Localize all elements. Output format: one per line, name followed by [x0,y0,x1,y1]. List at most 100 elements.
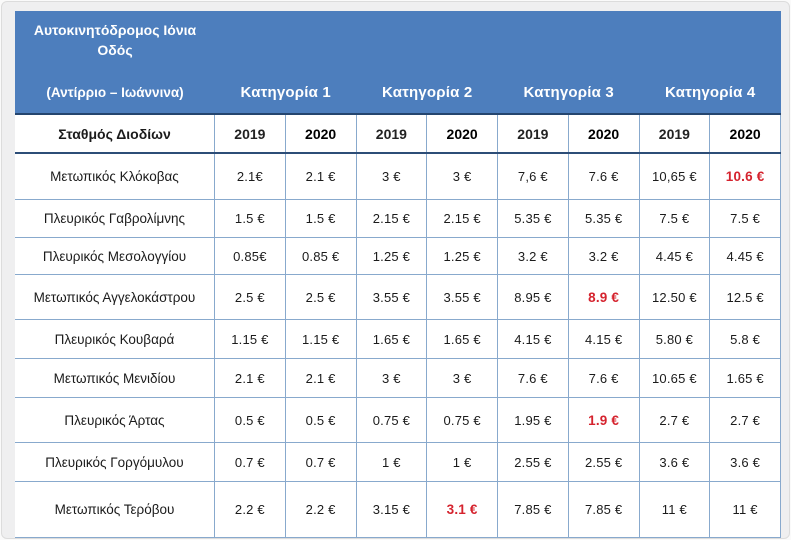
toll-value-cell: 3.55 € [427,275,498,319]
category-3-header: Κατηγορία 3 [523,84,614,101]
toll-value-cell: 10.65 € [640,359,711,397]
toll-value-cell: 1.25 € [427,238,498,274]
toll-value-cell: 0.5 € [215,398,286,442]
toll-value-cell: 3 € [357,359,428,397]
toll-value-cell: 2.7 € [710,398,781,442]
toll-value-cell: 3.2 € [498,238,569,274]
year-header: 2020 [427,115,498,152]
station-name-cell: Μετωπικός Μενιδίου [15,359,215,397]
toll-value-cell-highlighted: 1.9 € [569,398,640,442]
toll-value-cell: 3.2 € [569,238,640,274]
year-header: 2020 [710,115,781,152]
motorway-subtitle: (Αντίρριο – Ιωάννινα) [46,85,184,100]
toll-value-cell: 2.7 € [640,398,711,442]
toll-value-cell: 10,65 € [640,154,711,199]
toll-value-cell: 7.5 € [710,200,781,237]
toll-value-cell: 0.75 € [427,398,498,442]
toll-value-cell: 12.5 € [710,275,781,319]
toll-value-cell: 1.5 € [215,200,286,237]
table-row: Μετωπικός Μενιδίου 2.1 €2.1 €3 €3 €7.6 €7… [15,359,781,398]
toll-value-cell: 2.15 € [427,200,498,237]
toll-value-cell: 3 € [427,154,498,199]
year-header: 2019 [640,115,711,152]
toll-value-cell: 3.6 € [640,443,711,481]
toll-value-cell: 7.6 € [498,359,569,397]
station-name-cell: Πλευρικός Κουβαρά [15,320,215,358]
toll-value-cell: 2.15 € [357,200,428,237]
year-header-row: Σταθμός Διοδίων 2019 2020 2019 2020 2019… [15,115,781,154]
toll-value-cell: 1.15 € [286,320,357,358]
year-header: 2019 [215,115,286,152]
toll-value-cell: 5.8 € [710,320,781,358]
station-name-cell: Πλευρικός Άρτας [15,398,215,442]
toll-value-cell: 1.25 € [357,238,428,274]
table-row: Πλευρικός Μεσολογγίου 0.85€ 0.85 €1.25 €1.… [15,238,781,275]
toll-value-cell: 11 € [640,482,711,537]
toll-value-cell: 0.5 € [286,398,357,442]
table-row: Πλευρικός Άρτας 0.5 €0.5 €0.75 €0.75 €1.9… [15,398,781,443]
toll-price-table: Αυτοκινητόδρομος Ιόνια Οδός (Αντίρριο – … [15,11,781,538]
station-name-cell: Μετωπικός Αγγελοκάστρου [15,275,215,319]
toll-value-cell: 7.5 € [640,200,711,237]
table-body: Μετωπικός Κλόκοβας 2.1€ 2.1 €3 €3 €7,6 €7.… [15,154,781,538]
toll-value-cell: 4.15 € [498,320,569,358]
station-column-header: Σταθμός Διοδίων [15,115,215,152]
toll-value-cell: 3 € [427,359,498,397]
toll-value-cell: 11 € [710,482,781,537]
toll-value-cell: 2.1 € [286,154,357,199]
year-header: 2019 [498,115,569,152]
toll-value-cell: 0.7 € [286,443,357,481]
toll-value-cell: 3 € [357,154,428,199]
toll-value-cell-highlighted: 3.1 € [427,482,498,537]
table-row: Μετωπικός Αγγελοκάστρου 2.5 €2.5 €3.55 €3… [15,275,781,320]
toll-value-cell: 8.95 € [498,275,569,319]
year-header: 2020 [569,115,640,152]
toll-value-cell: 7,6 € [498,154,569,199]
toll-value-cell: 7.85 € [569,482,640,537]
toll-value-cell: 4.15 € [569,320,640,358]
toll-value-cell: 2.55 € [569,443,640,481]
toll-value-cell: 12.50 € [640,275,711,319]
table-row: Πλευρικός Γαβρολίμνης 1.5 €1.5 €2.15 €2.1… [15,200,781,238]
toll-value-cell: 2.1 € [215,359,286,397]
toll-value-cell: 4.45 € [710,238,781,274]
table-row: Πλευρικός Κουβαρά 1.15 €1.15 €1.65 €1.65 … [15,320,781,359]
toll-value-cell: 0.85 € [286,238,357,274]
station-name-cell: Πλευρικός Μεσολογγίου [15,238,215,274]
station-name-cell: Μετωπικός Τερόβου [15,482,215,537]
toll-value-cell: 2.1 € [286,359,357,397]
table-row: Μετωπικός Κλόκοβας 2.1€ 2.1 €3 €3 €7,6 €7.… [15,154,781,200]
toll-value-cell: 2.2 € [215,482,286,537]
toll-value-cell: 3.15 € [357,482,428,537]
station-name-cell: Πλευρικός Γοργόμυλου [15,443,215,481]
toll-value-cell: 7.85 € [498,482,569,537]
toll-value-cell: 0.85€ [215,238,286,274]
toll-value-cell: 0.75 € [357,398,428,442]
toll-value-cell: 5.35 € [498,200,569,237]
toll-value-cell: 1 € [357,443,428,481]
toll-value-cell: 2.5 € [215,275,286,319]
toll-value-cell: 1.65 € [427,320,498,358]
toll-value-cell: 5.35 € [569,200,640,237]
toll-value-cell: 0.7 € [215,443,286,481]
table-header-band: Αυτοκινητόδρομος Ιόνια Οδός (Αντίρριο – … [15,11,781,115]
toll-value-cell: 4.45 € [640,238,711,274]
toll-value-cell: 7.6 € [569,154,640,199]
toll-value-cell-highlighted: 8.9 € [569,275,640,319]
table-row: Πλευρικός Γοργόμυλου 0.7 €0.7 €1 €1 €2.55… [15,443,781,482]
station-name-cell: Πλευρικός Γαβρολίμνης [15,200,215,237]
category-2-header: Κατηγορία 2 [382,84,473,101]
toll-value-cell: 1.65 € [357,320,428,358]
toll-value-cell: 3.55 € [357,275,428,319]
toll-value-cell: 2.5 € [286,275,357,319]
toll-value-cell: 1.15 € [215,320,286,358]
motorway-title-cell: Αυτοκινητόδρομος Ιόνια Οδός (Αντίρριο – … [15,11,215,113]
toll-value-cell: 2.2 € [286,482,357,537]
motorway-title: Αυτοκινητόδρομος Ιόνια Οδός [33,22,197,59]
table-row: Μετωπικός Τερόβου 2.2 €2.2 €3.15 €3.1 €7.… [15,482,781,538]
category-4-header: Κατηγορία 4 [665,84,756,101]
toll-value-cell: 1.65 € [710,359,781,397]
toll-value-cell: 2.1€ [215,154,286,199]
category-1-header: Κατηγορία 1 [240,84,331,101]
